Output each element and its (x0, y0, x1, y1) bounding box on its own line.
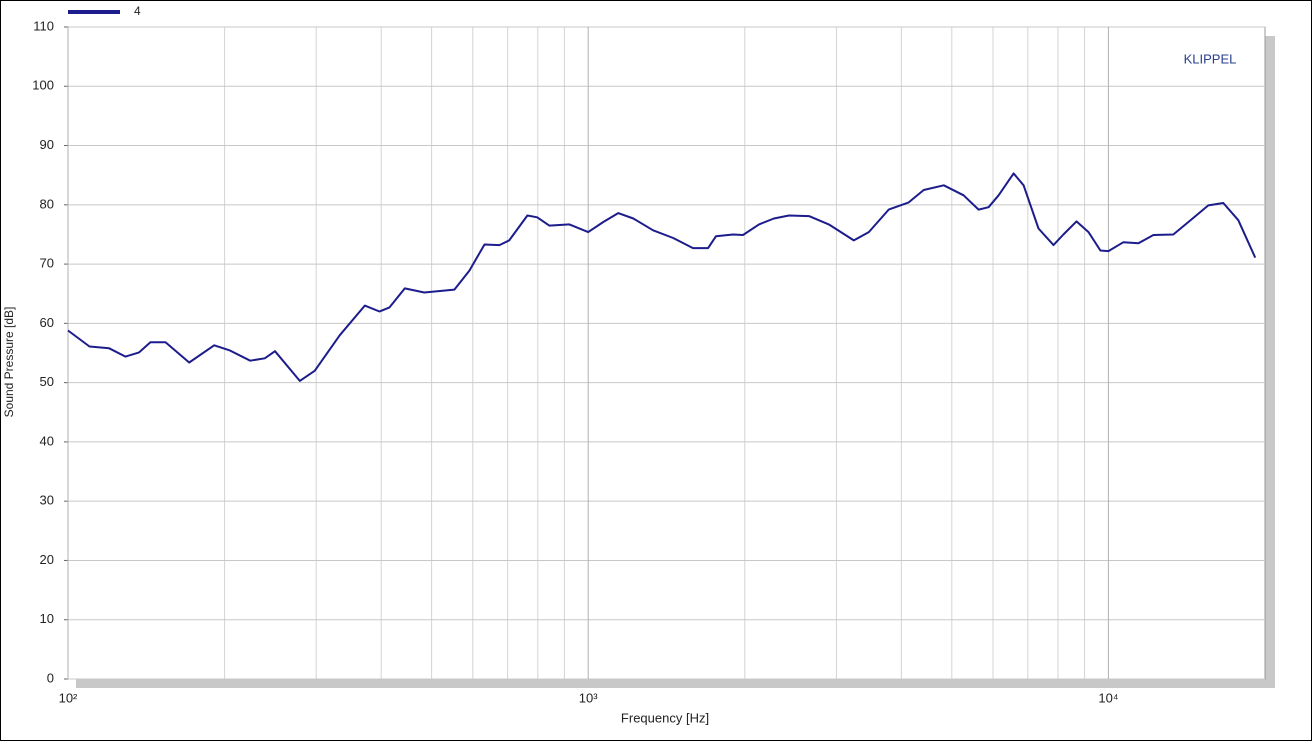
y-tick-label: 80 (40, 196, 54, 211)
y-tick-label: 0 (47, 670, 54, 685)
y-tick-label: 110 (33, 18, 54, 33)
plot-shadow (1265, 36, 1275, 688)
y-tick-label: 50 (40, 374, 54, 389)
x-tick-label: 10⁴ (1098, 690, 1118, 705)
y-tick-label: 30 (40, 493, 54, 508)
legend-label: 4 (134, 4, 141, 18)
grid: 0 10 20 30 40 50 60 70 80 90 100 110 10² 10³ 10⁴ (32, 18, 1265, 705)
plot-shadow (76, 679, 1275, 688)
annotation: KLIPPEL (1184, 51, 1237, 66)
series-line (67, 172, 1257, 382)
plot-area (67, 26, 1266, 680)
y-tick-label: 20 (40, 552, 54, 567)
x-tick-label: 10³ (579, 690, 598, 705)
y-tick-label: 70 (40, 256, 54, 271)
x-tick-label: 10² (59, 690, 78, 705)
y-tick-label: 100 (32, 78, 54, 93)
y-tick-label: 40 (40, 433, 54, 448)
x-axis-label: Frequency [Hz] (621, 710, 709, 725)
y-tick-label: 90 (40, 137, 54, 152)
y-tick-label: 60 (40, 315, 54, 330)
y-axis-label: Sound Pressure [dB] (2, 307, 16, 418)
marks: 4 (67, 4, 1257, 382)
y-tick-label: 10 (40, 611, 54, 626)
